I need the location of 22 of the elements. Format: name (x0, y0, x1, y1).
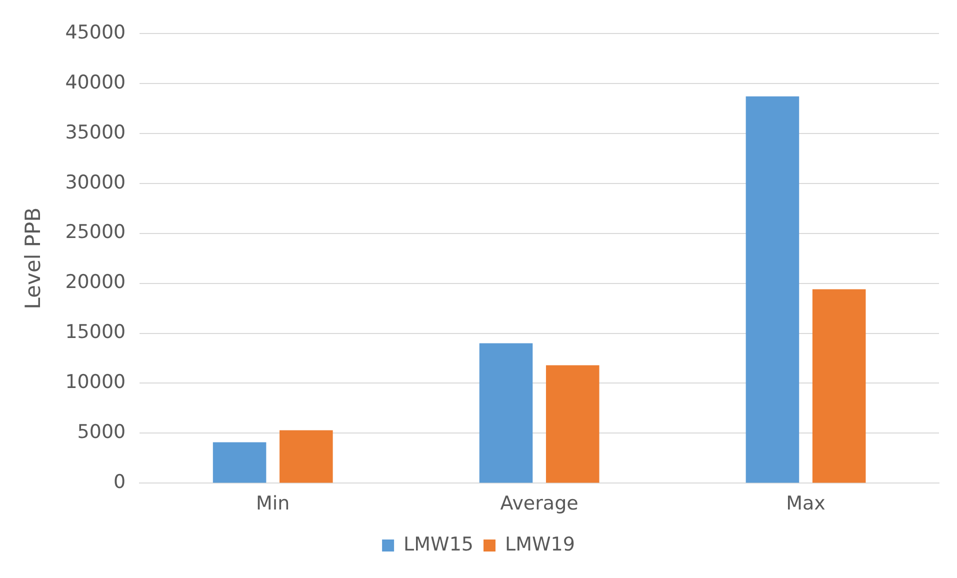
y-tick-label: 15000 (65, 321, 126, 344)
y-axis-title: Level PPB (21, 207, 46, 310)
bar (212, 442, 266, 483)
x-tick-label: Average (500, 492, 578, 515)
bar (479, 343, 533, 483)
legend-label: LMW19 (505, 533, 575, 556)
y-tick-label: 25000 (65, 221, 126, 244)
y-tick-label: 10000 (65, 371, 126, 394)
x-tick-label: Min (256, 492, 290, 515)
bar (746, 96, 800, 483)
x-tick-label: Max (786, 492, 826, 515)
y-tick-label: 30000 (65, 171, 126, 194)
y-tick-label: 40000 (65, 71, 126, 94)
legend-label: LMW15 (404, 533, 474, 556)
y-tick-label: 0 (114, 471, 126, 494)
bar (812, 289, 866, 483)
y-tick-label: 45000 (65, 21, 126, 44)
bar (546, 365, 600, 483)
y-tick-label: 20000 (65, 271, 126, 294)
bar (280, 430, 333, 483)
y-tick-label: 35000 (65, 121, 126, 144)
y-tick-label: 5000 (77, 421, 126, 444)
